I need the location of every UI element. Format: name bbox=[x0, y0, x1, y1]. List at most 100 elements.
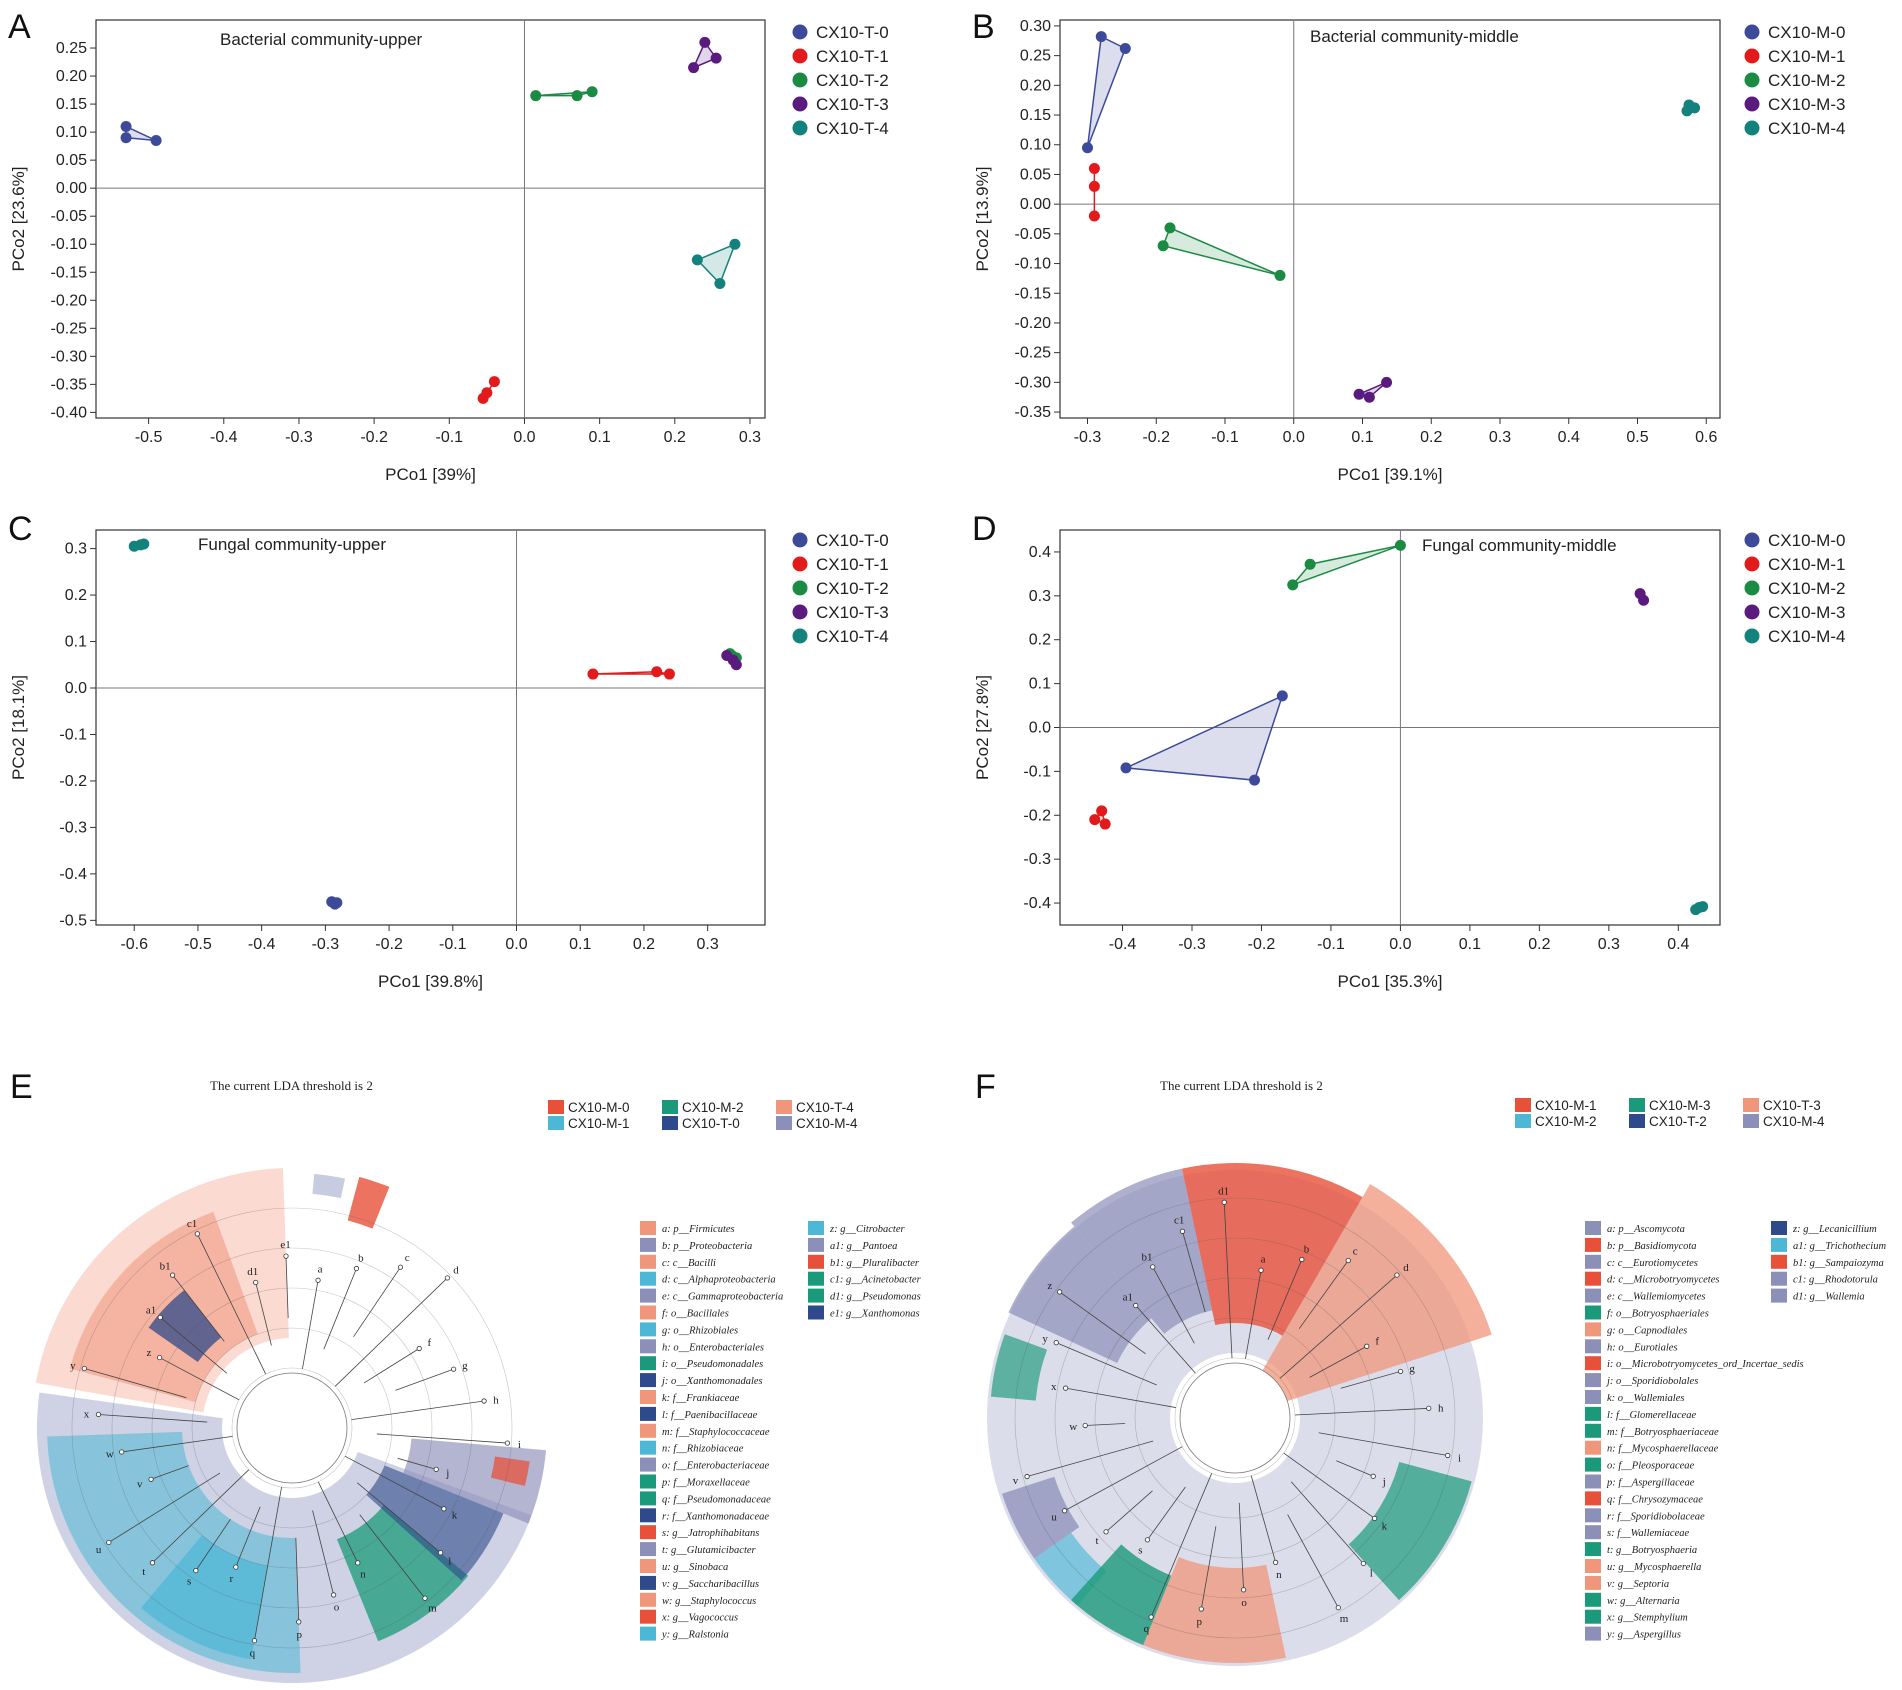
y-tick-label: 0.1 bbox=[65, 634, 87, 651]
taxon-legend-swatch bbox=[1585, 1356, 1601, 1371]
taxon-legend-label: d1: g__Wallemia bbox=[1793, 1292, 1865, 1303]
y-tick-label: -0.05 bbox=[1015, 226, 1052, 243]
taxon-legend-label: x: g__Stemphylium bbox=[1606, 1613, 1688, 1624]
group-legend-swatch bbox=[776, 1116, 792, 1130]
y-tick-label: -0.05 bbox=[51, 208, 88, 225]
node-label: i bbox=[518, 1439, 521, 1451]
group-legend-swatch bbox=[1515, 1098, 1531, 1112]
taxon-legend-swatch bbox=[1585, 1254, 1601, 1269]
tree-node bbox=[315, 1277, 321, 1283]
taxon-legend-label: i: o__Microbotryomycetes_ord_Incertae_se… bbox=[1607, 1359, 1804, 1370]
taxon-legend-swatch bbox=[1585, 1575, 1601, 1590]
y-tick-label: 0.25 bbox=[1020, 48, 1051, 65]
group-hull bbox=[1123, 694, 1284, 781]
plot-title: Bacterial community-upper bbox=[220, 30, 423, 49]
y-tick-label: 0.3 bbox=[65, 541, 87, 558]
tree-node bbox=[1148, 1614, 1154, 1620]
x-tick-label: -0.3 bbox=[285, 429, 313, 446]
clade-sector bbox=[148, 1290, 222, 1363]
tree-node bbox=[1273, 1559, 1279, 1565]
tree-ring bbox=[1014, 1197, 1456, 1639]
node-label: y bbox=[70, 1360, 76, 1372]
node-label: b1 bbox=[160, 1261, 171, 1273]
group-legend-swatch bbox=[1743, 1098, 1759, 1112]
taxon-legend-label: h: o__Enterobacteriales bbox=[662, 1342, 764, 1353]
group-hull bbox=[696, 242, 737, 285]
data-point bbox=[688, 62, 700, 74]
node-label: h bbox=[1438, 1403, 1444, 1415]
taxon-legend-label: e: c__Gammaproteobacteria bbox=[662, 1292, 783, 1303]
tree-branch bbox=[150, 1465, 189, 1480]
taxon-legend-swatch bbox=[640, 1237, 656, 1252]
taxon-legend-swatch bbox=[1585, 1508, 1601, 1523]
tree-branch bbox=[255, 1282, 272, 1346]
pcoa-panel-b: -0.3 -0.2 -0.1 0.0 0.1 0.2 0.3 0.4 0.5 0.6 0.30 0.2… bbox=[973, 18, 1845, 484]
y-tick-label: -0.40 bbox=[51, 404, 88, 421]
taxon-legend-swatch bbox=[640, 1271, 656, 1286]
tree-branch bbox=[1283, 1452, 1375, 1519]
group-legend-swatch bbox=[1515, 1114, 1531, 1128]
node-label: x bbox=[84, 1409, 90, 1421]
node-label: k bbox=[1382, 1520, 1388, 1532]
tree-branch bbox=[1150, 1473, 1213, 1618]
taxon-legend-label: d1: g__Pseudomonas bbox=[830, 1292, 921, 1303]
tree-node bbox=[148, 1476, 154, 1482]
group-legend-swatch bbox=[776, 1100, 792, 1114]
data-point bbox=[586, 86, 598, 98]
panel-letter-f: F bbox=[975, 1068, 996, 1106]
x-tick-label: 0.3 bbox=[1598, 936, 1620, 953]
taxon-legend-swatch bbox=[1771, 1237, 1787, 1252]
tree-node bbox=[1024, 1473, 1030, 1480]
tree-branch bbox=[1105, 1490, 1153, 1533]
data-point bbox=[1088, 163, 1100, 175]
tree-branch bbox=[1279, 1274, 1398, 1379]
clade-sector bbox=[990, 1334, 1048, 1401]
legend-label: CX10-T-0 bbox=[816, 531, 889, 550]
tree-branch bbox=[159, 1317, 228, 1374]
tree-branch bbox=[1085, 1423, 1126, 1426]
taxon-legend-swatch bbox=[1585, 1221, 1601, 1235]
tree-branch bbox=[353, 1266, 401, 1338]
taxon-legend-label: s: f__Wallemiaceae bbox=[1607, 1528, 1689, 1539]
data-point bbox=[1088, 210, 1100, 222]
x-tick-label: -0.3 bbox=[1178, 936, 1206, 953]
taxon-legend-swatch bbox=[1585, 1457, 1601, 1472]
node-label: f bbox=[428, 1337, 432, 1349]
y-tick-label: 0.15 bbox=[56, 96, 87, 113]
tree-node bbox=[81, 1365, 87, 1372]
x-tick-label: 0.3 bbox=[739, 429, 761, 446]
x-tick-label: -0.4 bbox=[248, 936, 276, 953]
node-label: i bbox=[1458, 1453, 1461, 1465]
tree-node bbox=[1133, 1302, 1139, 1309]
taxon-legend-label: b1: g__Pluralibacter bbox=[830, 1258, 920, 1269]
cladogram-title: The current LDA threshold is 2 bbox=[1160, 1078, 1323, 1093]
data-point bbox=[1697, 901, 1709, 913]
node-label: l bbox=[448, 1555, 451, 1567]
legend-label: CX10-T-3 bbox=[816, 95, 889, 114]
taxon-legend-swatch bbox=[1585, 1288, 1601, 1303]
tree-node bbox=[251, 1638, 258, 1644]
tree-branch bbox=[302, 1280, 319, 1369]
group-legend-label: CX10-M-4 bbox=[1763, 1114, 1825, 1129]
plot-title: Fungal community-middle bbox=[1422, 536, 1617, 555]
cladogram-title: The current LDA threshold is 2 bbox=[210, 1078, 373, 1093]
taxon-legend-label: n: f__Mycosphaerellaceae bbox=[1607, 1444, 1719, 1455]
legend-marker bbox=[1744, 556, 1760, 572]
data-point bbox=[710, 52, 722, 64]
taxon-legend-label: b: p__Proteobacteria bbox=[662, 1241, 752, 1252]
taxon-legend-label: o: f__Pleosporaceae bbox=[1607, 1461, 1695, 1472]
tree-branch bbox=[1238, 1502, 1244, 1590]
tree-node bbox=[353, 1265, 360, 1272]
clade-sector bbox=[366, 1465, 504, 1581]
node-label: u bbox=[96, 1544, 102, 1556]
legend-label: CX10-M-1 bbox=[1768, 47, 1845, 66]
taxon-legend-swatch bbox=[640, 1254, 656, 1269]
taxon-legend-label: c1: g__Acinetobacter bbox=[830, 1275, 922, 1286]
legend-label: CX10-T-2 bbox=[816, 579, 889, 598]
node-label: p bbox=[1196, 1616, 1202, 1628]
taxon-legend-label: a: p__Ascomycota bbox=[1607, 1224, 1685, 1235]
tree-branch bbox=[1026, 1440, 1154, 1477]
y-tick-label: -0.3 bbox=[1023, 851, 1051, 868]
x-tick-label: 0.1 bbox=[589, 429, 611, 446]
plot-title: Bacterial community-middle bbox=[1310, 27, 1519, 46]
